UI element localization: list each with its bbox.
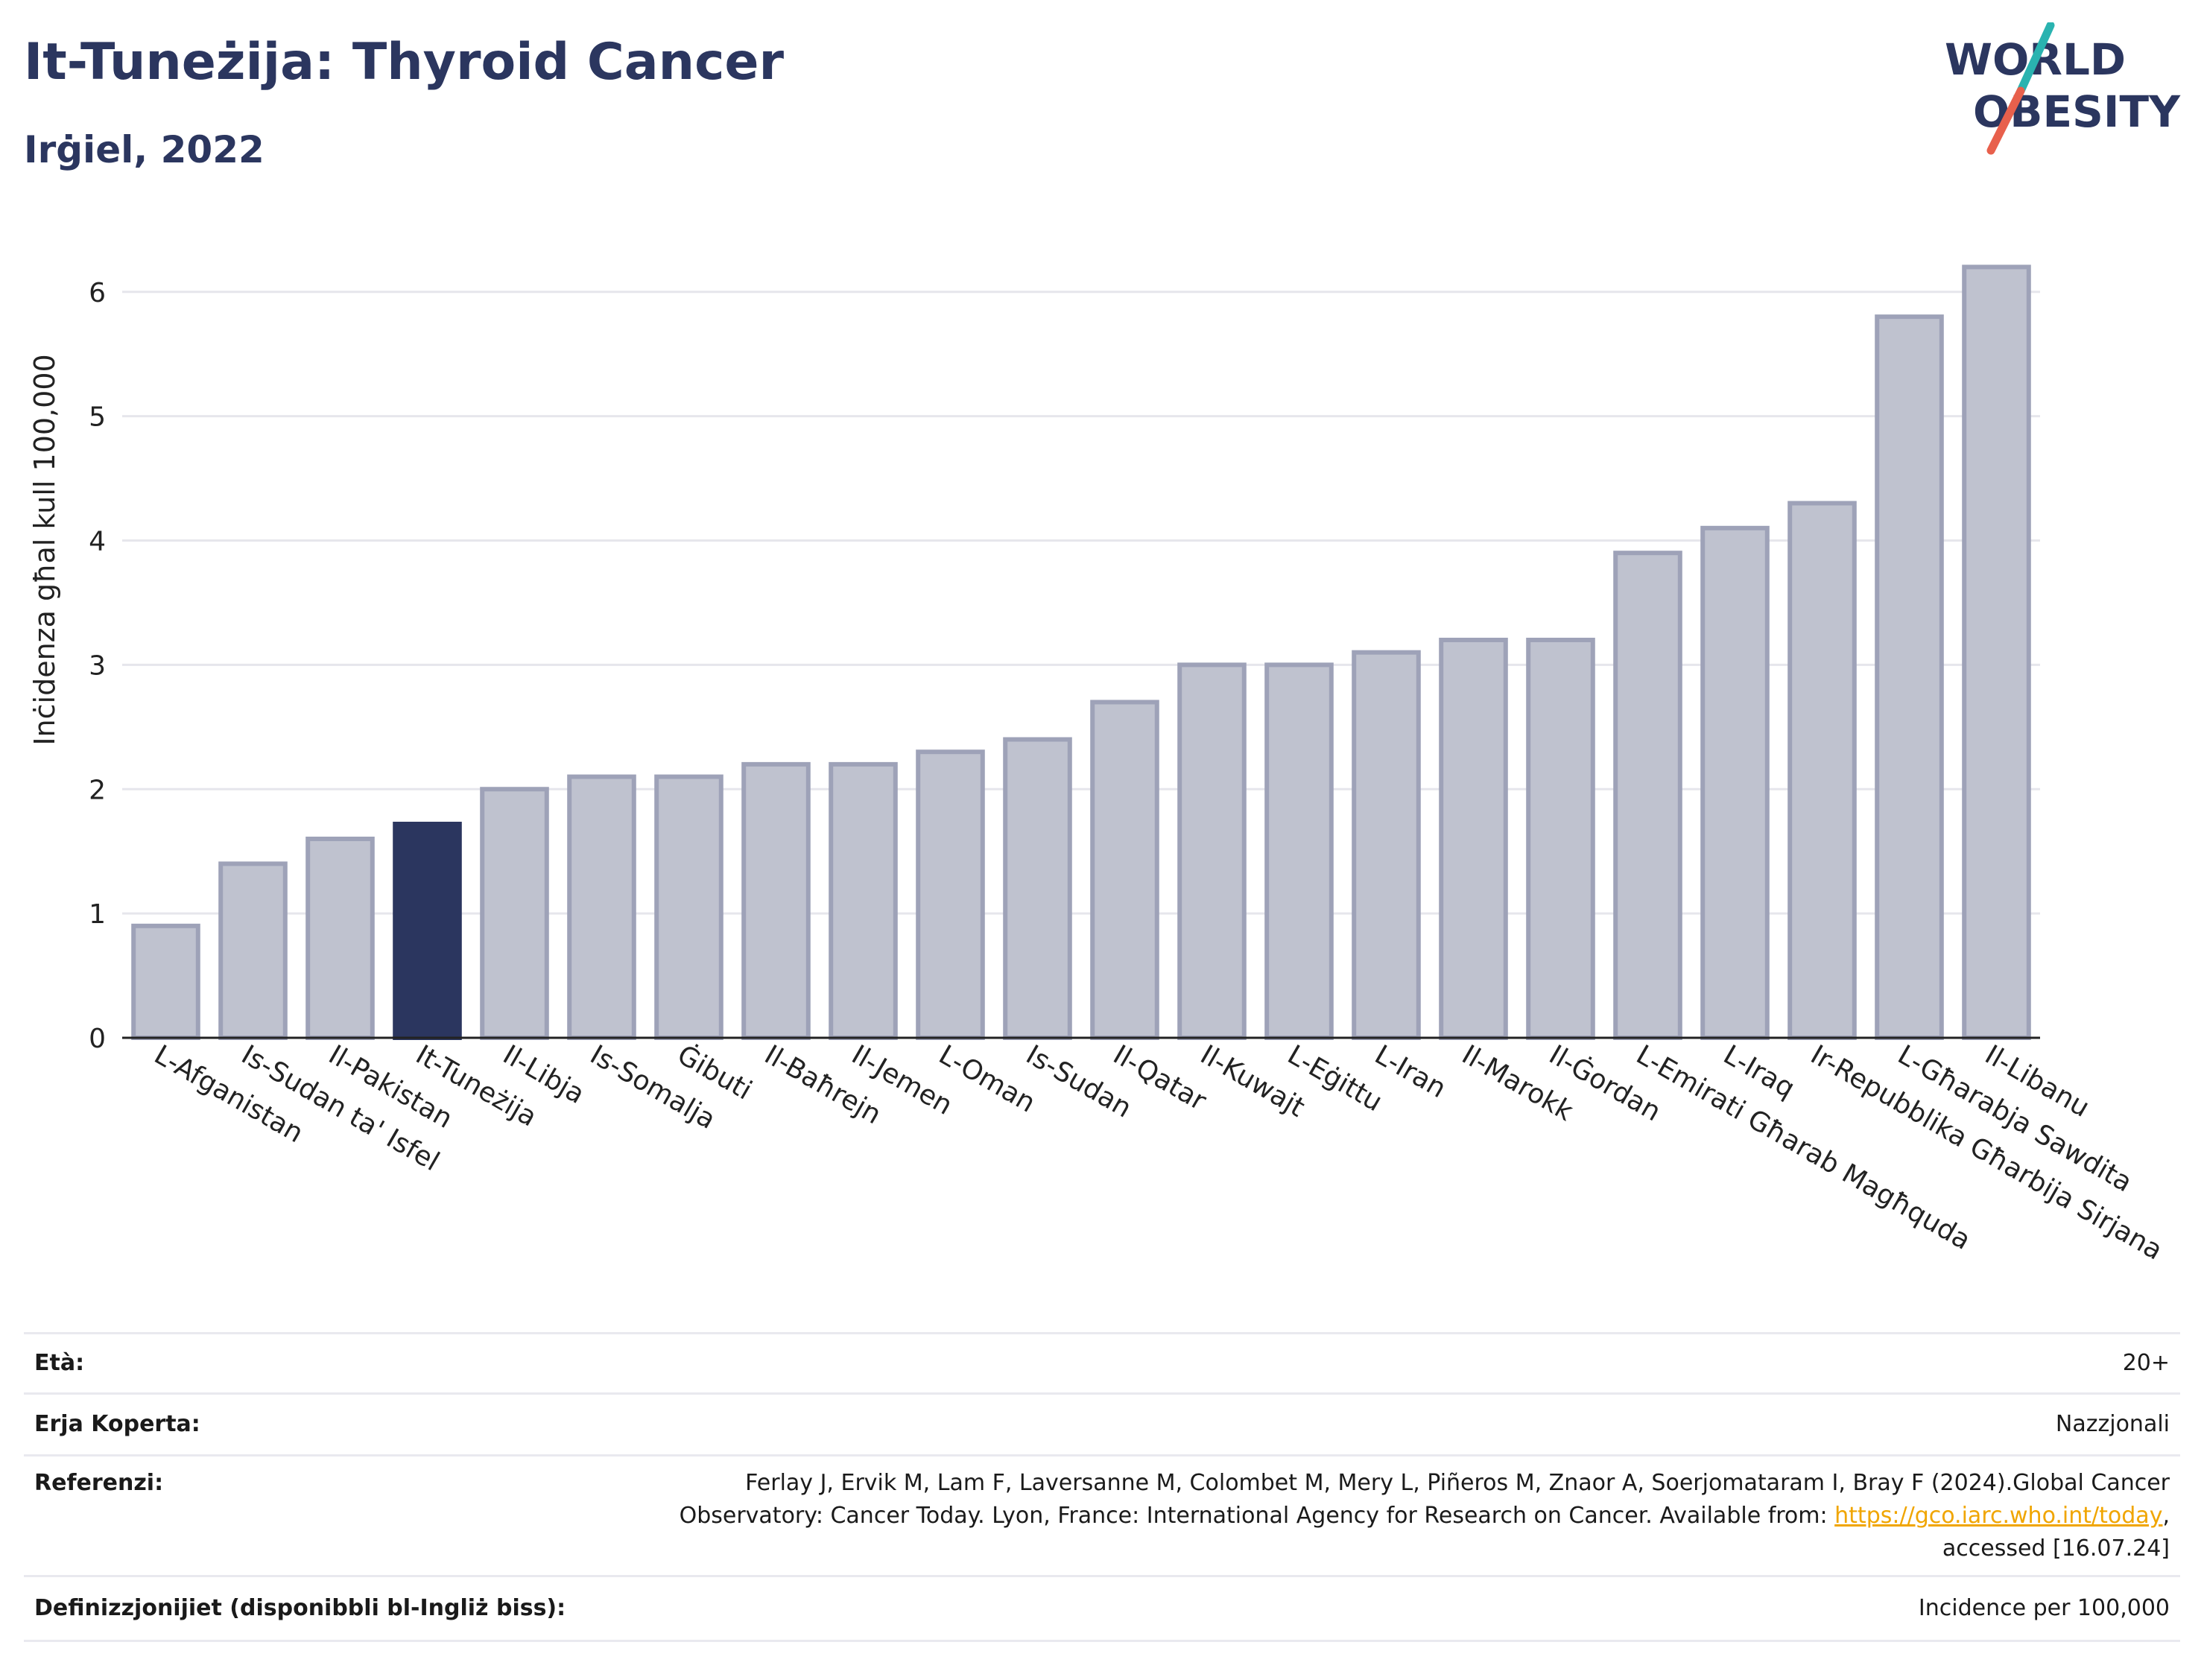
meta-row-references: Referenzi: Ferlay J, Ervik M, Lam F, Lav… xyxy=(24,1456,2180,1577)
logo-slash-red xyxy=(1986,86,2025,155)
bar xyxy=(1526,638,1595,1040)
y-axis-label: Inċidenza għal kull 100,000 xyxy=(28,354,61,746)
page-title: It-Tuneżija: Thyroid Cancer xyxy=(24,33,785,92)
bar-highlighted xyxy=(393,821,462,1040)
meta-row-age: Età: 20+ xyxy=(24,1334,2180,1395)
bar xyxy=(1177,662,1247,1040)
bar xyxy=(1439,638,1508,1040)
age-label: Età: xyxy=(34,1350,85,1376)
y-tick-label: 2 xyxy=(89,775,106,805)
bar xyxy=(1962,264,2031,1040)
logo-slash-teal xyxy=(2016,22,2055,95)
metadata-table: Età: 20+ Erja Koperta: Nazzjonali Refere… xyxy=(24,1332,2180,1642)
definitions-label: Definizzjonijiet (disponibbli bl-Ingliż … xyxy=(34,1595,566,1621)
bar xyxy=(1875,314,1944,1040)
bar xyxy=(741,761,811,1040)
bar xyxy=(1613,551,1682,1040)
bar xyxy=(1352,650,1421,1040)
bar xyxy=(916,749,985,1040)
bar xyxy=(1090,700,1159,1040)
area-label: Erja Koperta: xyxy=(34,1411,200,1437)
bar xyxy=(829,761,898,1040)
y-tick-label: 0 xyxy=(89,1024,106,1054)
references-label: Referenzi: xyxy=(34,1470,164,1496)
y-tick-label: 6 xyxy=(89,278,106,308)
y-tick-label: 5 xyxy=(89,402,106,433)
y-tick-label: 3 xyxy=(89,650,106,681)
bar xyxy=(131,923,200,1040)
bar xyxy=(567,774,636,1040)
bar xyxy=(305,837,375,1040)
meta-row-definitions: Definizzjonijiet (disponibbli bl-Ingliż … xyxy=(24,1577,2180,1642)
world-obesity-logo[interactable]: WORLD OBESITY xyxy=(1937,22,2191,156)
page-subtitle: Irġiel, 2022 xyxy=(24,128,265,171)
y-tick-label: 4 xyxy=(89,527,106,557)
references-line-2: Observatory: Cancer Today. Lyon, France:… xyxy=(679,1503,1835,1529)
references-line-3: accessed [16.07.24] xyxy=(1942,1535,2170,1562)
references-comma: , xyxy=(2162,1503,2170,1529)
meta-row-area: Erja Koperta: Nazzjonali xyxy=(24,1395,2180,1456)
x-tick-label: L-Afganistan xyxy=(149,1039,308,1149)
definitions-value: Incidence per 100,000 xyxy=(1918,1595,2170,1621)
bar xyxy=(218,861,288,1040)
references-value: Ferlay J, Ervik M, Lam F, Laversanne M, … xyxy=(680,1467,2180,1565)
bar xyxy=(1700,525,1770,1040)
x-tick-label: Ir-Repubblika Għarbija Sirjana xyxy=(1805,1039,2167,1266)
references-link[interactable]: https://gco.iarc.who.int/today xyxy=(1834,1503,2163,1529)
area-value: Nazzjonali xyxy=(2055,1411,2170,1437)
bar xyxy=(1003,737,1072,1040)
y-tick-label: 1 xyxy=(89,899,106,930)
references-line-1: Ferlay J, Ervik M, Lam F, Laversanne M, … xyxy=(745,1470,2170,1496)
age-value: 20+ xyxy=(2122,1350,2170,1376)
bar xyxy=(1264,662,1334,1040)
bar xyxy=(654,774,723,1040)
bar xyxy=(480,787,549,1040)
bar xyxy=(1787,501,1857,1040)
